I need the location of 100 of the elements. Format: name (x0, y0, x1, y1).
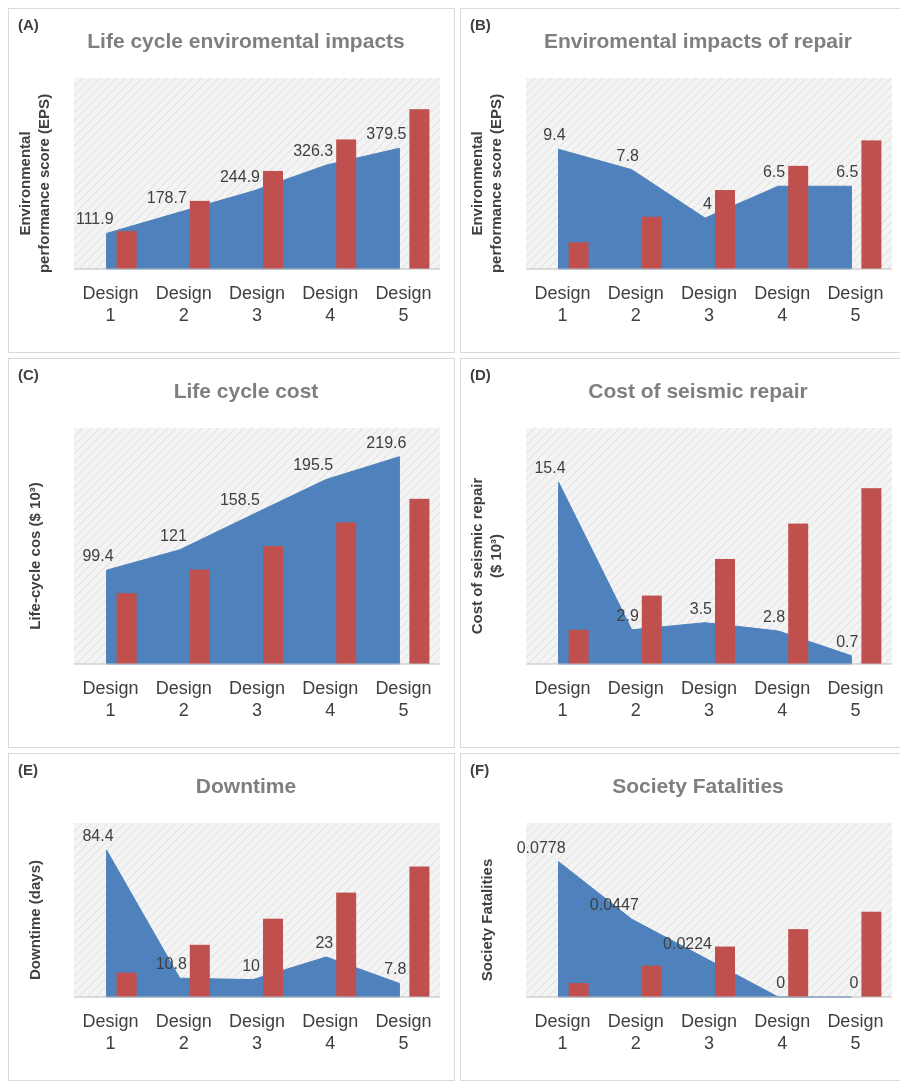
data-label: 15.4 (534, 459, 566, 477)
chart-title: Life cycle cost (173, 379, 319, 402)
x-tick-label: Design 2 (607, 678, 664, 720)
y-axis-title: Society Fatalities (478, 858, 495, 982)
chart-title: Society Fatalities (612, 774, 784, 797)
data-label: 158.5 (219, 491, 261, 509)
data-label: 244.9 (219, 168, 261, 186)
text: (D) (470, 366, 491, 383)
bar (263, 170, 283, 269)
x-tick-label: Design 5 (375, 1011, 432, 1053)
data-label: 0 (849, 974, 859, 991)
bar (715, 946, 735, 997)
x-tick-label: Design 1 (82, 283, 139, 325)
bar (409, 109, 430, 269)
x-tick-label: Design 1 (82, 1011, 139, 1053)
data-label: 99.4 (82, 547, 114, 565)
x-tick-label: Design 3 (680, 283, 738, 325)
x-tick-label: Design 4 (302, 1011, 359, 1053)
y-axis-title: Downtime (days) (26, 859, 43, 981)
bar (336, 892, 357, 997)
data-label: 111.9 (75, 210, 114, 228)
data-label: 379.5 (366, 125, 407, 143)
bar (861, 911, 882, 997)
bar (568, 629, 589, 664)
bar (336, 139, 357, 269)
data-label: 178.7 (146, 189, 187, 207)
bar (336, 522, 357, 664)
bar (861, 488, 882, 664)
data-label: 0 (776, 974, 786, 991)
bar (116, 972, 137, 997)
bar (568, 983, 589, 997)
data-label: 23 (315, 933, 334, 951)
data-label: 219.6 (366, 433, 407, 451)
data-label: 2.8 (762, 607, 786, 625)
data-label: 9.4 (543, 126, 566, 144)
bar (409, 498, 430, 664)
bar (861, 140, 882, 269)
bar (189, 944, 210, 997)
text: (C) (18, 366, 39, 383)
data-label: 10 (242, 956, 261, 974)
x-tick-label: Design 1 (534, 1011, 591, 1053)
bar (116, 231, 137, 269)
x-tick-label: Design 1 (534, 678, 591, 720)
x-tick-label: Design 1 (534, 283, 591, 325)
x-tick-label: Design 4 (754, 283, 811, 325)
text: (A) (18, 16, 39, 33)
bar (409, 866, 430, 997)
bar (568, 242, 589, 269)
bar (116, 593, 137, 664)
bar (788, 929, 809, 997)
text: (F) (470, 761, 490, 778)
x-tick-label: Design 3 (680, 678, 738, 720)
bar (715, 190, 735, 269)
data-label: 4 (703, 195, 713, 213)
data-label: 6.5 (762, 163, 786, 181)
text: (E) (18, 761, 38, 778)
y-axis-title: Environmental performance score (EPS) (16, 93, 52, 274)
x-tick-label: Design 3 (228, 283, 286, 325)
y-axis-title: Cost of seismic repair ($ 10³) (468, 477, 504, 635)
bar (788, 165, 809, 269)
bar (788, 523, 809, 664)
bar (263, 546, 283, 664)
x-tick-label: Design 5 (827, 1011, 884, 1053)
data-label: 121 (160, 526, 187, 544)
x-tick-label: Design 5 (827, 283, 884, 325)
x-tick-label: Design 3 (228, 678, 286, 720)
bar (641, 216, 662, 269)
x-tick-label: Design 2 (607, 1011, 664, 1053)
data-label: 326.3 (293, 142, 334, 160)
data-label: 3.5 (689, 599, 713, 617)
bar (641, 965, 662, 997)
x-tick-label: Design 5 (375, 283, 432, 325)
bar (715, 558, 735, 664)
data-label: 6.5 (836, 163, 859, 181)
chart-title: Downtime (195, 774, 297, 797)
text: (B) (470, 16, 491, 33)
x-tick-label: Design 1 (82, 678, 139, 720)
data-label: 0.0778 (516, 838, 566, 856)
bar (263, 918, 283, 997)
x-tick-label: Design 4 (754, 1011, 811, 1053)
x-tick-label: Design 2 (155, 678, 212, 720)
x-tick-label: Design 3 (228, 1011, 286, 1053)
bar (189, 569, 210, 664)
chart-title: Enviromental impacts of repair (543, 29, 853, 52)
data-label: 7.8 (616, 146, 639, 164)
x-tick-label: Design 2 (155, 283, 212, 325)
x-tick-label: Design 5 (827, 678, 884, 720)
bar (189, 200, 210, 269)
chart-title: Cost of seismic repair (588, 379, 808, 402)
x-tick-label: Design 5 (375, 678, 432, 720)
data-label: 7.8 (384, 960, 407, 978)
y-axis-title: Life-cycle cos ($ 10³) (26, 482, 43, 630)
bar (641, 595, 662, 664)
x-tick-label: Design 4 (302, 283, 359, 325)
x-tick-label: Design 4 (302, 678, 359, 720)
data-label: 195.5 (293, 456, 334, 474)
x-tick-label: Design 4 (754, 678, 811, 720)
x-tick-label: Design 2 (607, 283, 664, 325)
chart-title: Life cycle enviromental impacts (87, 29, 405, 52)
x-tick-label: Design 3 (680, 1011, 738, 1053)
